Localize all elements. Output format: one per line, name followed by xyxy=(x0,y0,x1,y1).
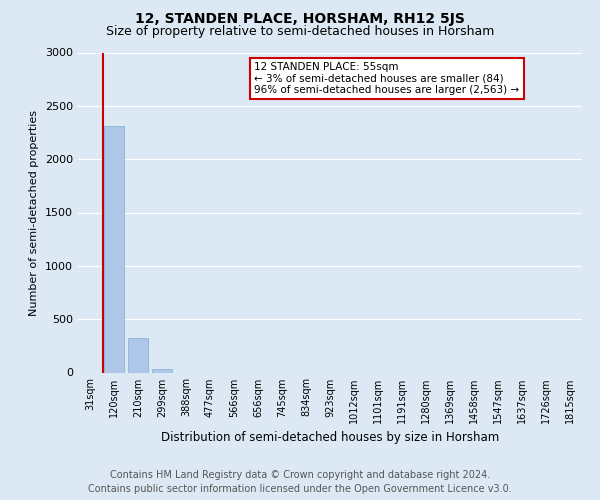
Bar xyxy=(128,338,148,372)
Text: Contains HM Land Registry data © Crown copyright and database right 2024.
Contai: Contains HM Land Registry data © Crown c… xyxy=(88,470,512,494)
Text: Size of property relative to semi-detached houses in Horsham: Size of property relative to semi-detach… xyxy=(106,25,494,38)
X-axis label: Distribution of semi-detached houses by size in Horsham: Distribution of semi-detached houses by … xyxy=(161,431,499,444)
Text: 12, STANDEN PLACE, HORSHAM, RH12 5JS: 12, STANDEN PLACE, HORSHAM, RH12 5JS xyxy=(135,12,465,26)
Text: 12 STANDEN PLACE: 55sqm
← 3% of semi-detached houses are smaller (84)
96% of sem: 12 STANDEN PLACE: 55sqm ← 3% of semi-det… xyxy=(254,62,520,96)
Bar xyxy=(152,370,172,372)
Bar xyxy=(104,126,124,372)
Y-axis label: Number of semi-detached properties: Number of semi-detached properties xyxy=(29,110,40,316)
